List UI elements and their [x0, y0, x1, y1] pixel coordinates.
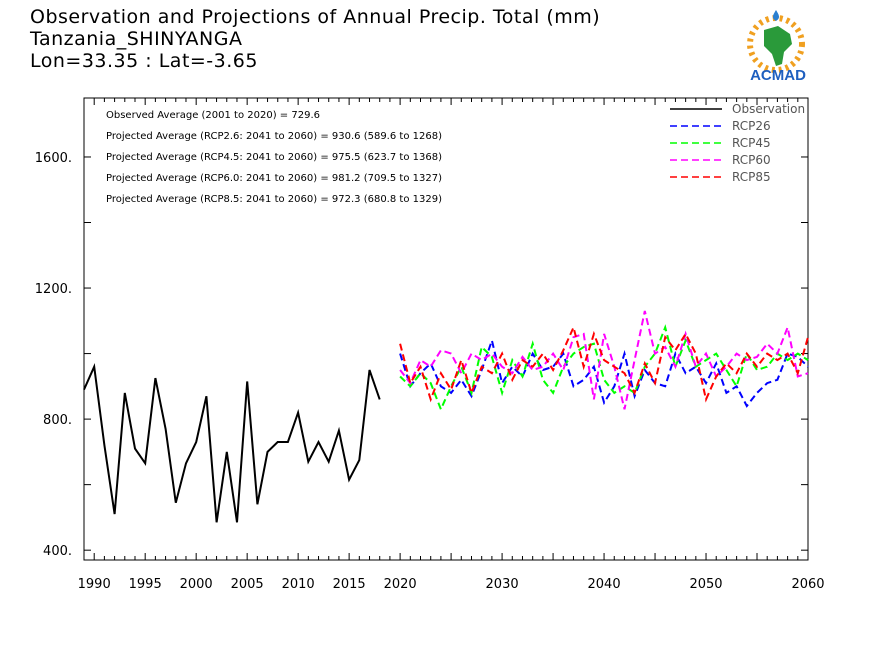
africa-map-logo-icon: ACMAD: [747, 10, 806, 84]
x-tick-label: 2030: [486, 577, 519, 592]
series-line-rcp26: [399, 336, 809, 408]
annotation-text: Projected Average (RCP4.5: 2041 to 2060)…: [106, 152, 442, 163]
logo-text: ACMAD: [750, 67, 806, 84]
legend-label: RCP85: [732, 170, 771, 184]
acmad-logo: ACMAD: [738, 8, 818, 84]
chart-subtitle-coordinates: Lon=33.35 : Lat=-3.65: [30, 50, 258, 72]
chart-title-block: Observation and Projections of Annual Pr…: [30, 6, 600, 72]
series-line-observation: [83, 363, 381, 523]
y-tick-label: 400.: [43, 544, 72, 559]
x-tick-label: 2010: [282, 577, 315, 592]
annotation-text: Observed Average (2001 to 2020) = 729.6: [106, 110, 320, 121]
legend-label: RCP26: [732, 119, 771, 133]
x-tick-label: 2050: [689, 577, 722, 592]
y-tick-label: 800.: [43, 413, 72, 428]
annotation-text: Projected Average (RCP6.0: 2041 to 2060)…: [106, 173, 442, 184]
annotation-group: Observed Average (2001 to 2020) = 729.6 P…: [106, 110, 442, 205]
x-tick-label: 2020: [384, 577, 417, 592]
x-tick-label: 2015: [333, 577, 366, 592]
series-line-rcp85: [399, 324, 809, 403]
x-tick-label: 1990: [78, 577, 111, 592]
x-tick-label: 2060: [791, 577, 824, 592]
x-tick-label: 1995: [129, 577, 162, 592]
legend: Observation RCP26 RCP45 RCP60 RCP85: [670, 102, 805, 184]
annotation-text: Projected Average (RCP8.5: 2041 to 2060)…: [106, 194, 442, 205]
legend-label: RCP60: [732, 153, 771, 167]
series-group: [83, 310, 809, 523]
legend-label: RCP45: [732, 136, 771, 150]
x-tick-label: 2000: [180, 577, 213, 592]
y-tick-label: 1600.: [35, 151, 72, 166]
chart-subtitle-location: Tanzania_SHINYANGA: [30, 28, 243, 50]
plot-frame: [83, 97, 809, 561]
axes-group: 1990 1995 2000 2005 2010 2015 2020 2030 2040 2050…: [35, 98, 825, 592]
x-tick-label: 2040: [588, 577, 621, 592]
y-tick-label: 1200.: [35, 282, 72, 297]
x-tick-label: 2005: [231, 577, 264, 592]
legend-label: Observation: [732, 102, 805, 116]
annotation-text: Projected Average (RCP2.6: 2041 to 2060)…: [106, 131, 442, 142]
series-line-rcp60: [399, 310, 809, 410]
chart-title: Observation and Projections of Annual Pr…: [30, 6, 601, 28]
